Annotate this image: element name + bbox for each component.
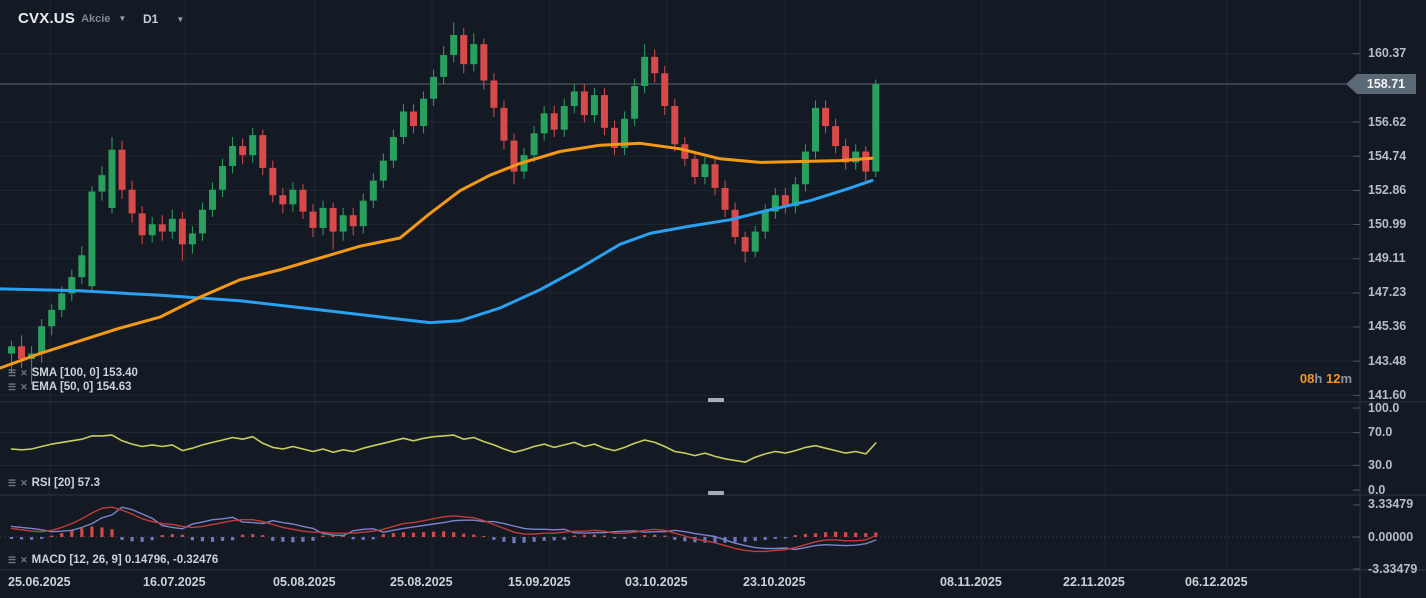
timeframe-selector[interactable]: D1 ▼ (143, 12, 184, 26)
rsi-tick-label: 100.0 (1368, 400, 1400, 415)
close-icon[interactable]: ✕ (20, 554, 28, 565)
chevron-down-icon[interactable]: ▼ (176, 14, 185, 24)
rsi-label: RSI [20] 57.3 (31, 477, 101, 489)
price-tick-label: 147.23 (1368, 285, 1407, 300)
date-label: 15.09.2025 (508, 575, 571, 589)
date-label: 05.08.2025 (273, 575, 336, 589)
date-label: 06.12.2025 (1185, 575, 1248, 589)
legend-ema: ☰ ✕ EMA [50, 0] 154.63 (8, 381, 132, 393)
settings-icon[interactable]: ☰ (8, 477, 17, 488)
current-price-badge: 158.71 (1346, 74, 1416, 94)
price-tick-label: 145.36 (1368, 319, 1407, 334)
legend-macd: ☰ ✕ MACD [12, 26, 9] 0.14796, -0.32476 (8, 554, 218, 566)
price-tick-label: 141.60 (1368, 387, 1407, 402)
date-label: 25.06.2025 (8, 575, 71, 589)
chevron-down-icon[interactable]: ▼ (118, 14, 127, 23)
sma-label: SMA [100, 0] 153.40 (31, 367, 138, 379)
countdown-minutes-unit: m (1340, 371, 1352, 386)
price-tick-label: 143.48 (1368, 353, 1407, 368)
countdown-minutes: 12 (1325, 371, 1341, 386)
price-tick-label: 154.74 (1368, 148, 1407, 163)
price-tick-label: 152.86 (1368, 182, 1407, 197)
date-label: 03.10.2025 (625, 575, 688, 589)
rsi-tick-label: 70.0 (1368, 425, 1393, 440)
pane-resize-handle[interactable] (708, 398, 724, 402)
legend-sma: ☰ ✕ SMA [100, 0] 153.40 (8, 367, 138, 379)
countdown-hours: 08 (1299, 371, 1315, 386)
macd-tick-label: 0.00000 (1368, 529, 1414, 544)
close-icon[interactable]: ✕ (20, 381, 28, 392)
rsi-tick-label: 30.0 (1368, 457, 1393, 472)
instrument-header[interactable]: CVX.US Akcie ▼ (18, 10, 126, 27)
macd-tick-label: -3.33479 (1368, 561, 1418, 576)
date-label: 25.08.2025 (390, 575, 453, 589)
countdown-hours-unit: h (1314, 371, 1323, 386)
ema-label: EMA [50, 0] 154.63 (31, 381, 132, 393)
rsi-tick-label: 0.0 (1368, 482, 1386, 497)
settings-icon[interactable]: ☰ (8, 367, 17, 378)
date-label: 23.10.2025 (743, 575, 806, 589)
symbol-name: CVX.US (18, 10, 76, 27)
price-tick-label: 150.99 (1368, 217, 1407, 231)
timeframe-value: D1 (143, 12, 159, 26)
date-label: 16.07.2025 (143, 575, 206, 589)
date-label: 22.11.2025 (1063, 575, 1125, 589)
macd-label: MACD [12, 26, 9] 0.14796, -0.32476 (31, 554, 219, 566)
close-icon[interactable]: ✕ (20, 367, 28, 378)
legend-rsi: ☰ ✕ RSI [20] 57.3 (8, 477, 100, 489)
candle-countdown: 08h 12m (1300, 371, 1352, 386)
price-tick-label: 160.37 (1368, 46, 1407, 61)
macd-tick-label: 3.33479 (1368, 497, 1414, 512)
instrument-type: Akcie (81, 12, 111, 25)
settings-icon[interactable]: ☰ (8, 554, 17, 565)
close-icon[interactable]: ✕ (20, 477, 28, 488)
price-tick-label: 156.62 (1368, 114, 1407, 129)
date-label: 08.11.2025 (940, 575, 1002, 589)
settings-icon[interactable]: ☰ (8, 381, 17, 392)
price-tick-label: 149.11 (1368, 251, 1406, 266)
pane-resize-handle[interactable] (708, 491, 724, 495)
